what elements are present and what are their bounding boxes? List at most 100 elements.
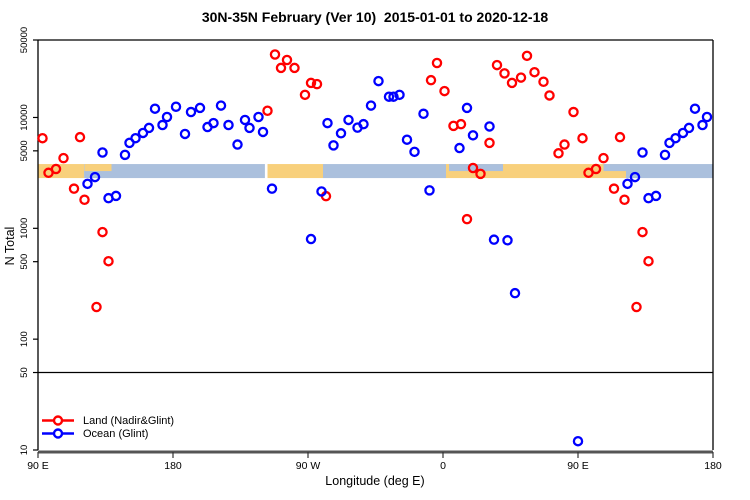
ocean-data-point [461,102,473,114]
land-data-point [425,74,437,86]
ocean-series-symbol-icon [42,428,74,439]
land-data-point [619,194,630,206]
land-data-point [515,72,527,83]
land-data-point [643,255,654,267]
ocean-data-point [143,122,155,134]
land-data-point [577,132,588,144]
ocean-data-point [185,106,197,118]
ocean-data-point [223,119,234,131]
land-data-point [544,90,555,101]
ocean-data-point [454,142,465,154]
y-tick-label: 10000 [19,104,30,130]
ocean-data-point [637,147,648,158]
surface-band-patch [603,164,640,172]
ocean-data-point [650,190,662,202]
x-tick-label: 0 [440,460,446,472]
surface-band-segment [84,164,265,179]
land-data-point [262,105,273,116]
ocean-data-point [388,91,399,102]
land-data-point [608,183,620,194]
ocean-data-point [179,128,191,140]
land-data-point [103,255,114,267]
ocean-data-point [215,100,227,111]
ocean-data-point [253,111,264,123]
land-data-point [631,301,642,313]
land-data-point [37,132,48,144]
land-data-point [74,131,86,143]
land-data-point [598,152,609,164]
y-tick-label: 5000 [19,140,30,161]
ocean-data-point [358,118,369,130]
x-tick-label: 90 E [27,460,49,472]
land-data-point [559,139,570,150]
ocean-data-point [373,75,384,87]
ocean-data-point [572,435,584,447]
ocean-data-point [82,178,93,190]
ocean-data-point [670,132,681,144]
ocean-data-point [119,149,131,161]
land-data-point [97,226,108,238]
land-data-point [484,137,495,149]
land-data-point [461,213,473,225]
ocean-data-point [383,91,395,102]
y-tick-label: 1000 [19,218,30,239]
ocean-data-point [110,190,122,202]
land-data-point [538,76,549,88]
ocean-data-point [689,103,701,114]
land-data-point [58,152,69,164]
ocean-data-point [161,111,173,123]
land-data-point [529,66,540,78]
ocean-data-point [335,128,347,139]
legend-item-land: Land (Nadir&Glint) [41,414,174,427]
legend-item-ocean: Ocean (Glint) [41,427,174,440]
land-data-point [491,59,503,71]
land-data-point [499,68,510,79]
land-data-point [521,50,533,62]
ocean-data-point [130,132,141,144]
ocean-data-point [697,119,708,131]
ocean-data-point [149,103,161,114]
ocean-data-point [683,122,695,134]
ocean-data-point [208,117,219,129]
land-series-symbol-icon [42,415,74,426]
land-data-point [431,57,443,69]
ocean-data-point [328,140,339,151]
ocean-data-point [659,149,671,161]
y-tick-label: 50000 [19,27,30,53]
land-data-point [79,194,90,206]
legend-label-ocean: Ocean (Glint) [83,427,149,440]
surface-band-segment [626,164,713,179]
land-data-point [311,78,323,90]
ocean-data-point [194,102,206,114]
surface-band-segment [323,164,446,179]
ocean-data-point [701,111,713,123]
land-data-point [590,163,602,175]
ocean-data-point [239,114,251,126]
x-tick-label: 90 W [296,460,321,472]
y-tick-label: 50 [19,367,30,378]
ocean-data-point [629,171,641,183]
ocean-data-point [137,127,149,139]
land-data-point [289,62,300,74]
ocean-data-point [97,147,108,158]
ocean-data-point [305,233,317,245]
chart-title: 30N-35N February (Ver 10) 2015-01-01 to … [201,9,549,25]
land-data-point [506,77,518,89]
land-data-point [281,54,293,66]
ocean-data-point [409,146,420,158]
land-data-point [455,118,467,130]
surface-band-segment [38,164,85,179]
surface-band-segment [267,164,323,179]
y-tick-label: 100 [19,331,30,347]
land-data-point [467,162,479,174]
legend-label-land: Land (Nadir&Glint) [83,414,175,427]
ocean-data-point [232,139,243,150]
ocean-data-point [488,234,500,245]
y-tick-label: 10 [19,445,30,456]
x-axis-label: Longitude (deg E) [325,474,425,488]
x-tick-label: 180 [704,460,722,472]
legend: Land (Nadir&Glint) Ocean (Glint) [41,414,174,440]
ocean-data-point [257,126,269,138]
surface-band-patch [84,164,112,172]
land-data-point [299,89,311,101]
